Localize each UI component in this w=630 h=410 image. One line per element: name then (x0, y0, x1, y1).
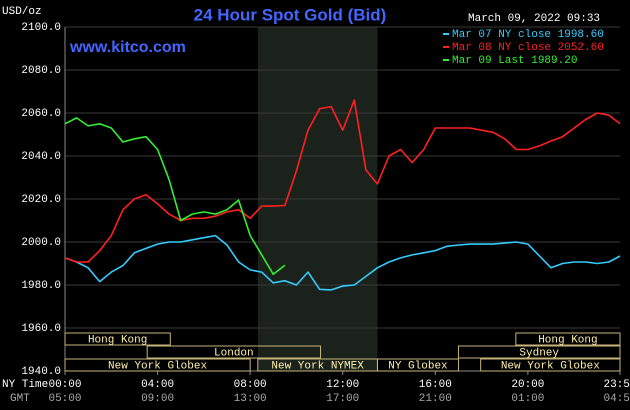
session-bar (64, 332, 171, 346)
session-label: Hong Kong (88, 334, 147, 346)
y-tick-label: 1940.0 (21, 366, 61, 378)
session-bar (515, 332, 621, 346)
series-line (64, 99, 621, 263)
session-label: London (214, 347, 254, 359)
session-label: New York NYMEX (271, 360, 364, 372)
y-tick-label: 2000.0 (21, 237, 61, 249)
gmt-tick-label: 09:00 (141, 393, 174, 405)
y-tick-label: 2100.0 (21, 22, 61, 34)
series-line (64, 234, 621, 291)
legend-label: Mar 09 Last 1989.20 (452, 55, 577, 67)
x-tick-label: 04:00 (141, 379, 174, 391)
y-tick-label: 2040.0 (21, 151, 61, 163)
x-tick-label: 16:00 (419, 379, 452, 391)
gmt-tick-label: 21:00 (419, 393, 452, 405)
session-label: Hong Kong (538, 334, 597, 346)
y-tick-label: 2020.0 (21, 194, 61, 206)
session-bar (146, 345, 322, 359)
ny-time-label: NY Time (2, 379, 48, 391)
x-tick-label: 12:00 (326, 379, 359, 391)
x-tick-label: 08:00 (234, 379, 267, 391)
timestamp: March 09, 2022 09:33 (468, 13, 600, 25)
gmt-tick-label: 13:00 (234, 393, 267, 405)
gmt-tick-label: 17:00 (326, 393, 359, 405)
y-tick-label: 2080.0 (21, 65, 61, 77)
y-tick-label: 1980.0 (21, 280, 61, 292)
legend-label: Mar 08 NY close 2052.60 (452, 42, 604, 54)
gmt-label: GMT (10, 393, 30, 405)
session-label: New York Globex (108, 360, 207, 372)
x-tick-label: 23:59 (603, 379, 630, 391)
plot-area: 1940.0 1960.0 1980.0 2000.0 2020.0 2040.0 2060… (21, 22, 630, 405)
session-label: New York Globex (501, 360, 600, 372)
chart-title: 24 Hour Spot Gold (Bid) (194, 5, 387, 24)
session-bar (64, 358, 251, 372)
x-tick-label: 00:00 (48, 379, 81, 391)
gmt-tick-label: 04:59 (603, 393, 630, 405)
y-tick-label: 2060.0 (21, 108, 61, 120)
y-axis-label: USD/oz (2, 6, 42, 18)
session-bar (376, 358, 459, 372)
legend-label: Mar 07 NY close 1998.60 (452, 29, 604, 41)
y-tick-label: 1960.0 (21, 323, 61, 335)
x-tick-label: 20:00 (511, 379, 544, 391)
session-label: Sydney (519, 347, 559, 359)
session-bar (480, 358, 621, 372)
series-line (64, 117, 286, 276)
website: www.kitco.com (69, 39, 186, 56)
session-bar (457, 345, 621, 359)
gmt-tick-label: 01:00 (511, 393, 544, 405)
session-label: NY Globex (388, 360, 448, 372)
gmt-tick-label: 05:00 (48, 393, 81, 405)
